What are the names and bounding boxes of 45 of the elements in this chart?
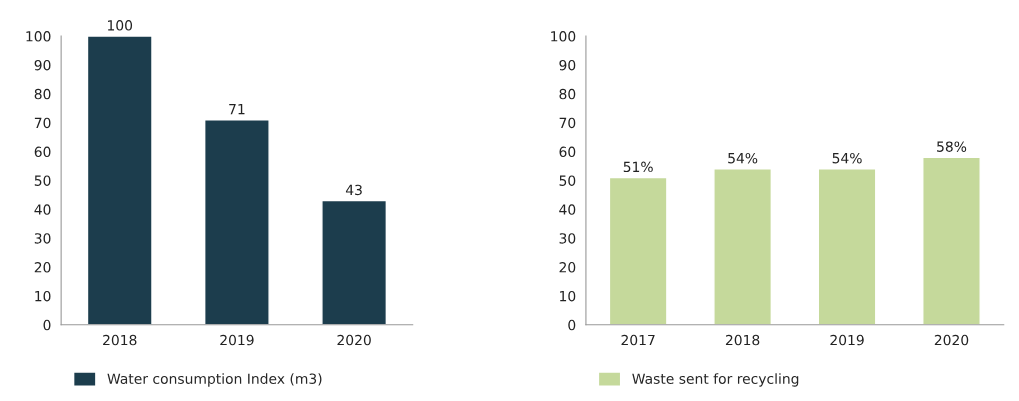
bar <box>713 168 773 325</box>
y-tick-label: 40 <box>34 204 51 215</box>
y-tick-label: 0 <box>43 319 51 331</box>
x-tick-label: 2018 <box>103 334 137 346</box>
x-tick-label: 2020 <box>337 334 371 346</box>
bar <box>817 168 877 325</box>
bar <box>608 176 668 325</box>
data-label: 54% <box>832 152 862 164</box>
bar <box>203 119 270 325</box>
y-tick-label: 20 <box>559 262 576 273</box>
y-tick-label: 70 <box>559 117 576 129</box>
y-tick-label: 50 <box>34 175 51 186</box>
y-tick-label: 100 <box>26 31 51 42</box>
y-tick-label: 30 <box>559 233 576 244</box>
y-tick-label: 70 <box>34 117 51 129</box>
bar <box>922 156 981 325</box>
y-tick-label: 40 <box>559 204 576 215</box>
y-tick-label: 100 <box>551 31 576 42</box>
y-tick-label: 50 <box>559 175 576 186</box>
data-label: 51% <box>623 161 653 173</box>
legend-label: Water consumption Index (m3) <box>107 373 322 387</box>
x-tick-label: 2017 <box>621 334 655 346</box>
x-tick-label: 2020 <box>934 334 969 346</box>
y-tick-label: 80 <box>34 88 51 100</box>
y-tick-label: 80 <box>559 88 576 100</box>
data-label: 54% <box>728 152 758 164</box>
y-tick-label: 60 <box>34 146 51 158</box>
data-label: 71 <box>229 104 245 115</box>
bar <box>86 36 153 325</box>
y-tick-label: 20 <box>34 262 51 273</box>
x-tick-label: 2018 <box>725 334 760 346</box>
legend-label: Waste sent for recycling <box>632 373 799 387</box>
y-tick-label: 10 <box>560 290 576 302</box>
y-tick-label: 0 <box>568 319 576 331</box>
y-tick-label: 30 <box>34 233 51 244</box>
x-tick-label: 2019 <box>220 334 254 346</box>
data-label: 100 <box>108 20 133 31</box>
data-label: 43 <box>345 184 362 196</box>
y-tick-label: 10 <box>35 290 51 302</box>
x-tick-label: 2019 <box>830 334 864 346</box>
bar <box>321 199 388 325</box>
y-tick-label: 60 <box>559 146 576 158</box>
data-label: 58% <box>937 141 967 152</box>
y-tick-label: 90 <box>559 59 576 71</box>
y-tick-label: 90 <box>34 59 51 71</box>
